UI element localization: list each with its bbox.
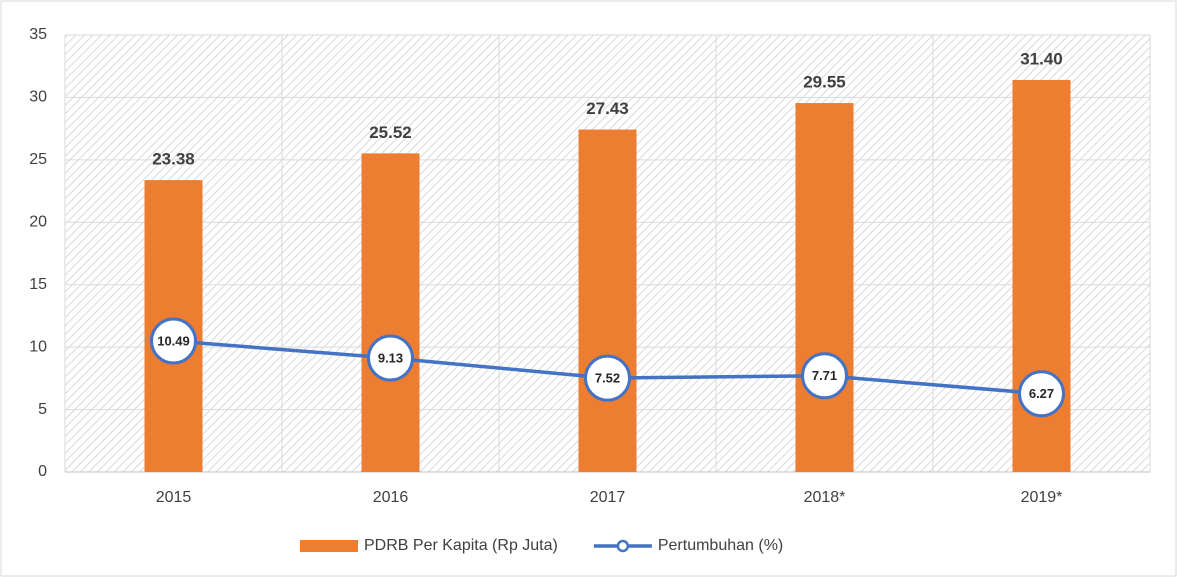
x-tick-label: 2019* bbox=[1021, 489, 1063, 506]
legend-swatch-marker bbox=[616, 539, 630, 553]
bar-value-label: 31.40 bbox=[1020, 49, 1063, 68]
y-tick-label: 5 bbox=[38, 401, 47, 418]
line-value-label: 9.13 bbox=[378, 350, 403, 365]
line-point bbox=[1018, 370, 1065, 418]
x-tick-label: 2018* bbox=[804, 489, 846, 506]
x-tick-label: 2015 bbox=[156, 489, 192, 506]
bar-value-label: 25.52 bbox=[369, 123, 412, 142]
bar-value-label: 23.38 bbox=[152, 150, 195, 169]
y-tick-label: 35 bbox=[29, 26, 47, 43]
line-point bbox=[150, 317, 197, 365]
bar bbox=[795, 103, 854, 472]
bar-value-label: 29.55 bbox=[803, 73, 846, 92]
y-tick-label: 10 bbox=[29, 338, 47, 355]
line-value-label: 7.52 bbox=[595, 371, 620, 386]
line-point bbox=[801, 352, 848, 400]
line-value-label: 10.49 bbox=[157, 333, 190, 348]
bar bbox=[578, 129, 637, 473]
y-tick-label: 0 bbox=[38, 463, 47, 480]
y-tick-label: 20 bbox=[29, 214, 47, 231]
y-tick-label: 25 bbox=[29, 151, 47, 168]
x-tick-label: 2017 bbox=[590, 489, 626, 506]
bar bbox=[361, 153, 420, 473]
line-value-label: 6.27 bbox=[1029, 386, 1054, 401]
legend-swatch bbox=[300, 540, 358, 552]
line-point bbox=[584, 354, 631, 402]
y-tick-label: 30 bbox=[29, 89, 47, 106]
bar-value-label: 27.43 bbox=[586, 99, 629, 118]
x-tick-label: 2016 bbox=[373, 489, 409, 506]
legend-label: PDRB Per Kapita (Rp Juta) bbox=[364, 537, 558, 554]
line-value-label: 7.71 bbox=[812, 368, 837, 383]
line-point bbox=[367, 334, 414, 382]
legend-label: Pertumbuhan (%) bbox=[658, 537, 783, 554]
y-tick-label: 15 bbox=[29, 276, 47, 293]
